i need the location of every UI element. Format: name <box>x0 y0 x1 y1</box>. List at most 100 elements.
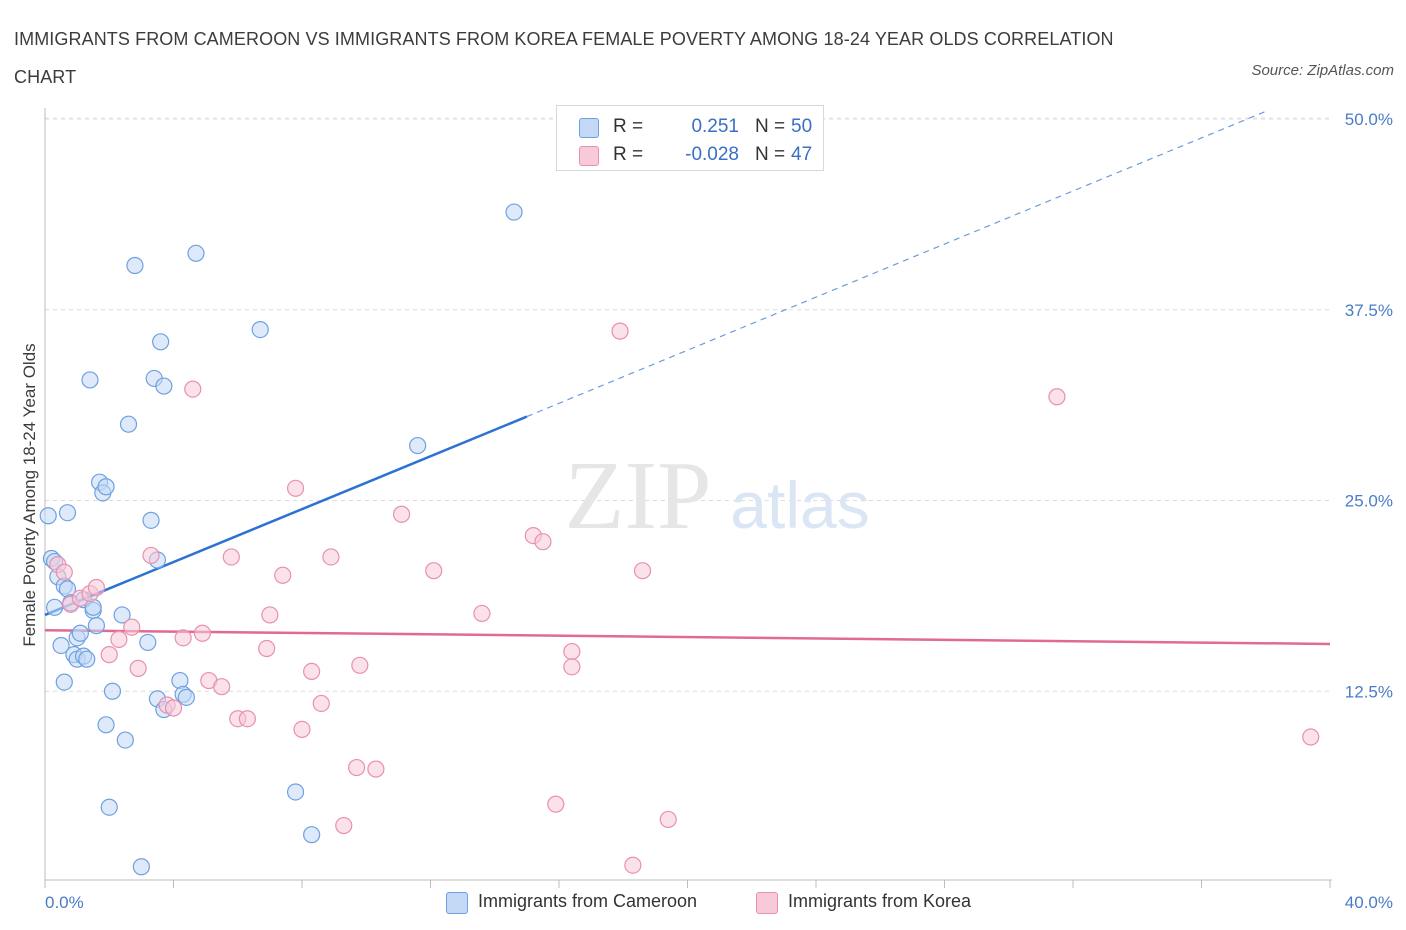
point-korea <box>110 630 128 648</box>
point-korea <box>222 548 240 566</box>
point-korea <box>286 479 305 497</box>
y-tick-label: 25.0% <box>1345 492 1393 511</box>
point-cameroon <box>97 716 115 734</box>
point-cameroon <box>78 650 96 668</box>
point-cameroon <box>113 606 131 624</box>
n-label: N = <box>755 144 786 165</box>
point-korea <box>633 562 652 580</box>
point-korea <box>87 578 106 597</box>
point-cameroon <box>409 436 427 455</box>
point-cameroon <box>52 636 70 655</box>
point-cameroon <box>132 858 150 876</box>
point-cameroon <box>505 203 523 221</box>
correlation-legend: R = 0.251 N = 50 R = -0.028 N = 47 <box>556 105 824 171</box>
point-cameroon <box>286 783 305 801</box>
point-korea <box>348 758 366 777</box>
point-korea <box>184 380 202 398</box>
point-cameroon <box>126 256 144 275</box>
point-cameroon <box>139 633 157 652</box>
point-cameroon <box>55 673 73 691</box>
y-tick-label: 12.5% <box>1345 682 1393 701</box>
point-korea <box>534 533 552 551</box>
point-korea <box>164 699 183 717</box>
point-korea <box>367 760 385 778</box>
point-cameroon <box>119 415 138 433</box>
point-korea <box>563 642 581 661</box>
r-label: R = <box>613 116 644 137</box>
legend-swatch-korea <box>756 892 778 914</box>
point-korea <box>312 694 330 713</box>
point-cameroon <box>303 826 321 844</box>
point-korea <box>611 322 629 340</box>
point-cameroon <box>251 320 269 339</box>
point-cameroon <box>116 731 134 749</box>
point-cameroon <box>46 598 64 616</box>
point-korea <box>392 505 411 523</box>
legend-swatch-korea <box>579 146 599 166</box>
x-tick-label: 40.0% <box>1345 893 1393 912</box>
r-value: 0.251 <box>691 116 739 137</box>
point-korea <box>213 678 231 696</box>
n-value: 50 <box>791 116 813 137</box>
point-cameroon <box>177 688 195 706</box>
point-korea <box>100 646 118 664</box>
tick-labels: 12.5% 25.0% 37.5% 50.0% 0.0% 40.0% <box>45 110 1393 912</box>
n-value: 47 <box>791 144 813 165</box>
point-korea <box>193 624 212 642</box>
x-tick-label: 0.0% <box>45 893 84 912</box>
legend-label-cameroon: Immigrants from Cameroon <box>478 891 698 911</box>
point-cameroon <box>97 478 115 496</box>
point-cameroon <box>71 624 89 642</box>
point-korea <box>473 604 491 623</box>
point-cameroon <box>187 244 205 262</box>
point-cameroon <box>58 504 77 522</box>
y-tick-label: 37.5% <box>1345 301 1393 320</box>
point-cameroon <box>155 377 173 395</box>
point-korea <box>258 639 276 658</box>
axes <box>44 108 1332 888</box>
n-label: N = <box>755 116 786 137</box>
watermark-zip: ZIP <box>565 442 712 550</box>
trend-lines <box>44 110 1331 646</box>
watermark-atlas: atlas <box>730 468 869 542</box>
point-korea <box>129 659 147 677</box>
grid-lines <box>45 117 1330 692</box>
point-korea <box>238 710 256 728</box>
data-points <box>39 203 1320 876</box>
point-korea <box>659 810 677 829</box>
legend-swatch-cameroon <box>579 118 599 138</box>
r-label: R = <box>613 144 644 165</box>
point-cameroon <box>87 617 106 635</box>
point-korea <box>55 563 73 581</box>
point-korea <box>563 658 581 676</box>
point-korea <box>351 656 369 674</box>
point-korea <box>274 566 292 584</box>
legend-swatch-cameroon <box>446 892 468 914</box>
point-korea <box>261 606 279 624</box>
point-cameroon <box>152 333 170 351</box>
point-korea <box>425 562 443 580</box>
point-cameroon <box>100 798 118 816</box>
point-korea <box>123 618 141 636</box>
point-korea <box>322 548 340 566</box>
chart-title: IMMIGRANTS FROM CAMEROON VS IMMIGRANTS F… <box>14 29 1114 87</box>
r-value: -0.028 <box>685 144 739 165</box>
point-korea <box>335 816 353 835</box>
point-korea <box>303 662 321 681</box>
point-korea <box>142 546 160 565</box>
trend-line-cameroon-extension <box>526 110 1266 418</box>
point-korea <box>293 720 311 739</box>
point-cameroon <box>39 507 57 525</box>
point-cameroon <box>103 682 122 700</box>
point-korea <box>1048 388 1066 406</box>
y-tick-label: 50.0% <box>1345 110 1393 129</box>
point-korea <box>547 795 565 813</box>
trend-line-korea <box>44 628 1331 646</box>
point-korea <box>624 856 642 874</box>
point-korea <box>1302 728 1320 746</box>
point-cameroon <box>81 371 99 389</box>
point-cameroon <box>142 511 160 529</box>
trend-line-cameroon <box>44 415 528 617</box>
source-label: Source: ZipAtlas.com <box>1251 62 1394 79</box>
